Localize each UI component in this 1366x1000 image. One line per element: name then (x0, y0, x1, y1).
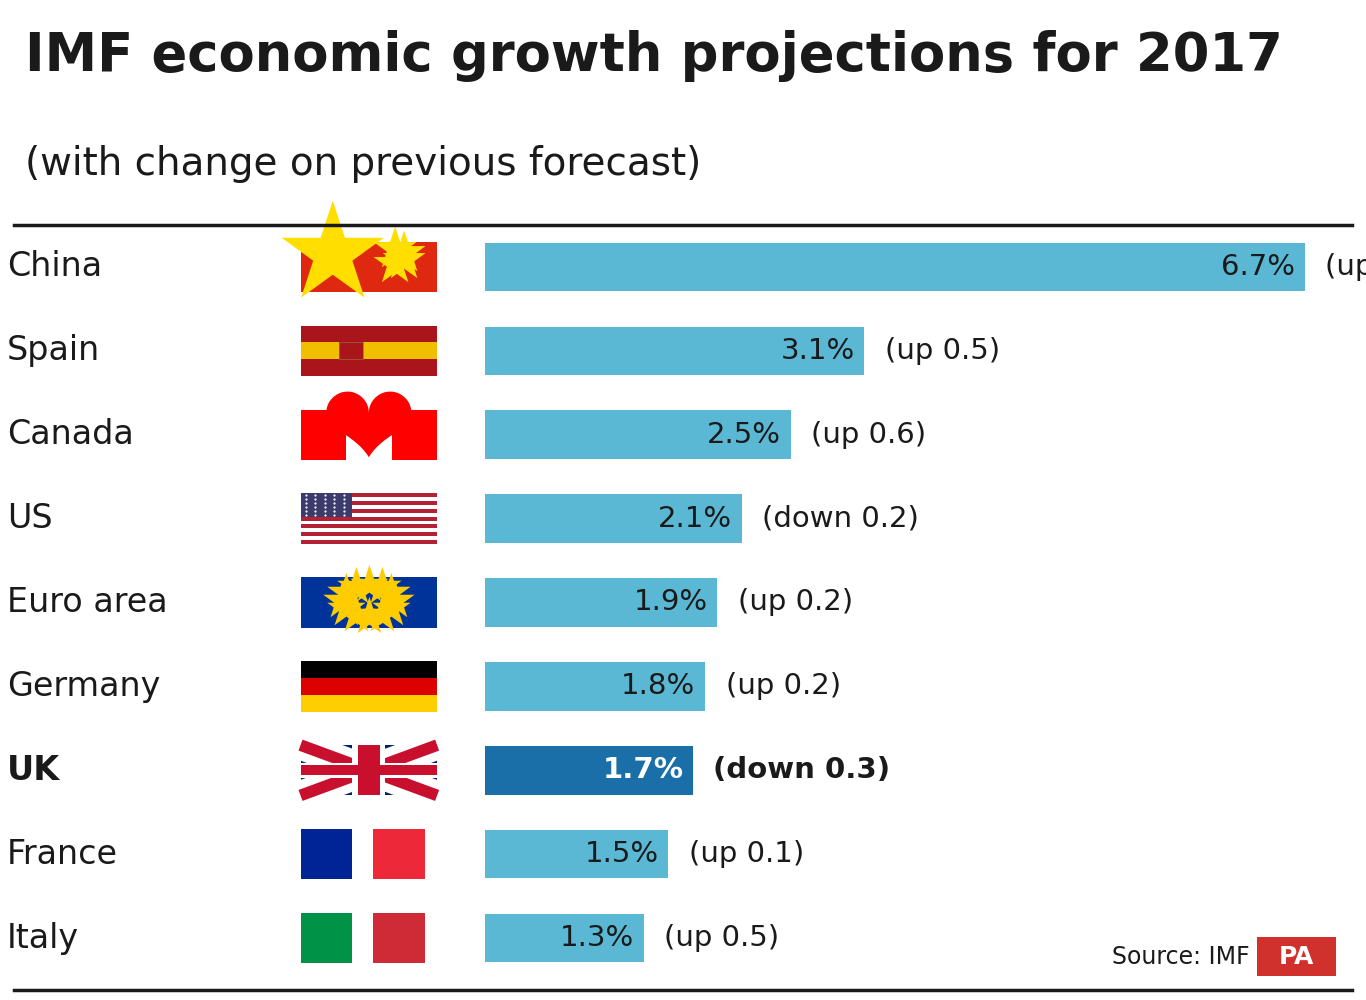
Bar (485, 662, 705, 711)
Bar (485, 746, 693, 795)
Bar (301, 493, 437, 497)
Text: ★: ★ (370, 240, 421, 294)
Text: ★: ★ (272, 194, 392, 324)
Bar (485, 243, 1305, 291)
Text: ★: ★ (347, 562, 391, 610)
Text: ★: ★ (378, 229, 429, 283)
Bar (301, 359, 437, 376)
Text: Source: IMF: Source: IMF (1112, 945, 1250, 969)
Bar (485, 494, 742, 543)
Bar (485, 410, 791, 459)
Bar (301, 540, 437, 544)
Text: ★: ★ (369, 570, 414, 618)
Bar (301, 242, 437, 292)
Bar (485, 830, 668, 878)
Text: Euro area: Euro area (7, 586, 168, 619)
Text: 1.5%: 1.5% (585, 840, 658, 868)
Bar (373, 913, 425, 963)
Bar (1257, 937, 1336, 976)
Bar (346, 410, 392, 460)
Bar (301, 517, 437, 521)
Bar (301, 763, 437, 778)
Bar (339, 342, 363, 359)
Text: (up 0.1): (up 0.1) (1325, 253, 1366, 281)
Text: ★: ★ (370, 225, 421, 279)
Text: China: China (7, 250, 102, 283)
Text: Canada: Canada (7, 418, 134, 451)
Text: ★: ★ (378, 236, 429, 290)
Bar (301, 532, 437, 536)
Bar (392, 410, 437, 460)
Text: ★: ★ (324, 587, 369, 635)
Bar (301, 536, 437, 540)
Text: ★: ★ (359, 592, 404, 640)
Text: 2.5%: 2.5% (708, 421, 781, 449)
Bar (373, 829, 425, 879)
Text: (down 0.3): (down 0.3) (713, 756, 891, 784)
Text: ★: ★ (333, 565, 378, 613)
Text: (with change on previous forecast): (with change on previous forecast) (25, 145, 701, 183)
Bar (301, 577, 437, 628)
Text: 1.7%: 1.7% (602, 756, 683, 784)
Text: ★: ★ (347, 595, 391, 643)
Text: ❤: ❤ (320, 377, 418, 492)
Bar (358, 745, 380, 795)
Text: Italy: Italy (7, 922, 79, 955)
Bar (301, 493, 352, 517)
Bar (301, 524, 437, 528)
Bar (301, 913, 352, 963)
Bar (301, 528, 437, 532)
Text: (up 0.6): (up 0.6) (811, 421, 926, 449)
Bar (301, 745, 437, 795)
Text: 3.1%: 3.1% (780, 337, 855, 365)
Text: 1.8%: 1.8% (622, 672, 695, 700)
Bar (301, 410, 346, 460)
Text: France: France (7, 838, 117, 871)
Text: Spain: Spain (7, 334, 100, 367)
Text: ★: ★ (320, 578, 365, 626)
Text: IMF economic growth projections for 2017: IMF economic growth projections for 2017 (25, 30, 1283, 82)
Bar (352, 745, 385, 795)
Text: 1.9%: 1.9% (634, 588, 708, 616)
Bar (301, 326, 437, 342)
Bar (301, 678, 437, 695)
Text: US: US (7, 502, 52, 535)
Text: Germany: Germany (7, 670, 160, 703)
Text: (up 0.2): (up 0.2) (725, 672, 840, 700)
Text: (up 0.5): (up 0.5) (664, 924, 780, 952)
Bar (301, 521, 437, 524)
Text: 6.7%: 6.7% (1221, 253, 1295, 281)
Bar (301, 342, 437, 359)
Text: ★: ★ (369, 587, 414, 635)
Bar (301, 695, 437, 712)
Bar (301, 829, 352, 879)
Text: ★: ★ (324, 570, 369, 618)
Text: 1.3%: 1.3% (560, 924, 634, 952)
Text: (up 0.2): (up 0.2) (738, 588, 852, 616)
Text: 2.1%: 2.1% (658, 505, 732, 533)
Bar (301, 513, 437, 517)
Bar (339, 342, 363, 359)
Bar (485, 578, 717, 627)
Text: (up 0.5): (up 0.5) (885, 337, 1000, 365)
Bar (301, 497, 437, 501)
Text: (down 0.2): (down 0.2) (762, 505, 919, 533)
Bar (301, 505, 437, 509)
Text: ★: ★ (333, 592, 378, 640)
Bar (301, 501, 437, 505)
Bar (301, 509, 437, 513)
Bar (485, 914, 643, 962)
Text: ★: ★ (359, 565, 404, 613)
Text: PA: PA (1279, 945, 1314, 969)
Bar (301, 765, 437, 775)
Text: (up 0.1): (up 0.1) (688, 840, 805, 868)
Text: UK: UK (7, 754, 60, 787)
Bar (485, 327, 865, 375)
Text: ★: ★ (373, 578, 418, 626)
Bar (301, 661, 437, 678)
